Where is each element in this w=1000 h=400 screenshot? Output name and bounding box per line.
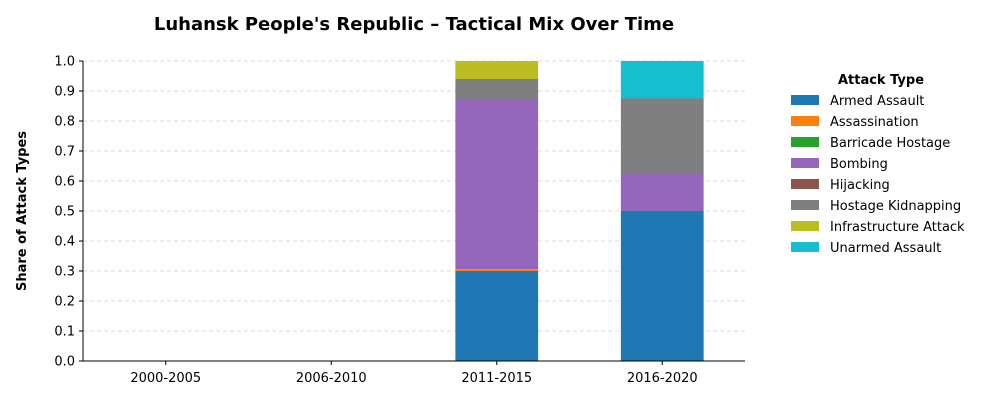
y-tick-label: 0.6: [54, 175, 75, 190]
y-tick-label: 0.9: [54, 85, 75, 100]
bar-segment-assassination: [455, 269, 539, 271]
legend-swatch: [791, 116, 819, 126]
legend-swatch: [791, 137, 819, 147]
y-tick-label: 0.1: [54, 325, 75, 340]
bar-segment-infrastructure-attack: [455, 61, 539, 79]
bar-segment-bombing: [455, 100, 539, 270]
chart-title: Luhansk People's Republic – Tactical Mix…: [154, 14, 674, 35]
legend-title: Attack Type: [838, 73, 924, 88]
y-tick-label: 1.0: [54, 55, 75, 70]
legend-entry-label: Armed Assault: [830, 94, 924, 109]
legend-entry-label: Infrastructure Attack: [830, 220, 965, 235]
legend: Attack Type Armed Assault Assassination Ba…: [791, 73, 965, 256]
y-tick-labels: 0.0 0.1 0.2 0.3 0.4 0.5 0.6 0.7 0.8 0.9 1.0: [54, 55, 83, 370]
legend-entry-label: Hostage Kidnapping: [830, 199, 961, 214]
bar-segment-hostage-kidnapping: [455, 79, 539, 100]
y-tick-label: 0.2: [54, 295, 75, 310]
y-tick-label: 0.3: [54, 265, 75, 280]
legend-swatch: [791, 242, 819, 252]
legend-swatch: [791, 179, 819, 189]
legend-swatch: [791, 95, 819, 105]
bars: [455, 61, 704, 361]
x-tick-labels: 2000-2005 2006-2010 2011-2015 2016-2020: [130, 361, 698, 386]
legend-swatch: [791, 158, 819, 168]
bar-segment-bombing: [620, 173, 704, 211]
y-tick-label: 0.7: [54, 145, 75, 160]
x-tick-label: 2006-2010: [296, 371, 367, 386]
x-tick-label: 2000-2005: [130, 371, 201, 386]
legend-entry-label: Barricade Hostage: [830, 136, 950, 151]
bar-segment-armed-assault: [620, 211, 704, 361]
bar-segment-armed-assault: [455, 271, 539, 361]
y-tick-label: 0.0: [54, 355, 75, 370]
legend-entry-label: Bombing: [830, 157, 888, 172]
legend-entry-label: Unarmed Assault: [830, 241, 941, 256]
y-tick-label: 0.8: [54, 115, 75, 130]
x-tick-label: 2016-2020: [627, 371, 698, 386]
y-tick-label: 0.4: [54, 235, 75, 250]
y-tick-label: 0.5: [54, 205, 75, 220]
bar-segment-unarmed-assault: [620, 61, 704, 99]
bar-segment-hostage-kidnapping: [620, 98, 704, 174]
x-tick-label: 2011-2015: [461, 371, 532, 386]
legend-swatch: [791, 200, 819, 210]
legend-entry-label: Assassination: [830, 115, 919, 130]
legend-entry-label: Hijacking: [830, 178, 890, 193]
legend-swatch: [791, 221, 819, 231]
y-axis-label: Share of Attack Types: [15, 131, 30, 291]
